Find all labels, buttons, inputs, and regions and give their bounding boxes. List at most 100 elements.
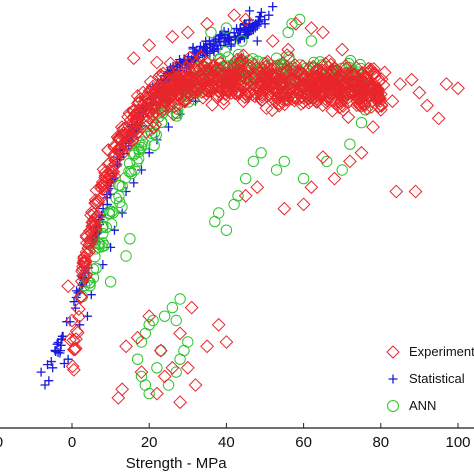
data-point-statistical-277 xyxy=(144,148,154,158)
data-point-ann-272 xyxy=(182,336,194,348)
data-point-ann-290 xyxy=(270,164,283,176)
data-point-experiment-545 xyxy=(66,333,81,348)
data-point-experiment-898 xyxy=(371,99,386,114)
legend-marker-experiment xyxy=(386,345,400,359)
data-point-experiment-802 xyxy=(234,55,249,70)
data-point-ann-278 xyxy=(143,387,155,400)
data-point-ann-301 xyxy=(305,35,318,47)
data-point-experiment-709 xyxy=(230,58,245,73)
data-point-statistical-208 xyxy=(250,23,260,33)
data-point-experiment-805 xyxy=(227,55,242,69)
data-point-experiment-819 xyxy=(318,78,333,93)
data-point-ann-281 xyxy=(124,233,136,245)
data-point-statistical-45 xyxy=(52,339,62,349)
data-point-experiment-850 xyxy=(340,86,354,101)
data-point-experiment-234 xyxy=(74,289,88,304)
data-point-ann-148 xyxy=(148,139,160,152)
data-point-experiment-853 xyxy=(351,75,366,90)
data-point-experiment-914 xyxy=(157,369,172,384)
data-point-ann-225 xyxy=(106,205,118,218)
data-point-ann-268 xyxy=(162,379,175,391)
data-point-experiment-866 xyxy=(337,85,352,100)
data-point-experiment-936 xyxy=(451,81,465,96)
data-point-ann-292 xyxy=(297,172,310,185)
data-point-experiment-714 xyxy=(349,60,364,75)
data-point-experiment-724 xyxy=(361,61,376,76)
data-point-experiment-704 xyxy=(352,98,367,113)
data-point-statistical-266 xyxy=(55,346,65,356)
data-point-experiment-804 xyxy=(333,96,348,110)
legend-label-experiment: Experiment xyxy=(409,344,474,359)
data-point-ann-237 xyxy=(97,237,109,249)
data-point-experiment-765 xyxy=(322,85,337,100)
data-point-experiment-923 xyxy=(315,150,330,165)
data-point-experiment-318 xyxy=(182,64,197,78)
data-point-experiment-798 xyxy=(254,70,269,85)
data-point-experiment-244 xyxy=(125,124,140,139)
data-point-experiment-948 xyxy=(180,25,195,40)
data-point-experiment-597 xyxy=(168,66,183,81)
data-point-experiment-915 xyxy=(173,395,187,410)
data-point-experiment-758 xyxy=(167,99,182,114)
data-point-statistical-289 xyxy=(268,2,278,12)
data-point-experiment-924 xyxy=(327,171,342,186)
data-point-experiment-847 xyxy=(220,80,234,95)
data-point-experiment-763 xyxy=(349,74,364,89)
data-point-experiment-932 xyxy=(412,85,427,100)
data-point-experiment-899 xyxy=(159,94,174,109)
data-point-experiment-903 xyxy=(153,343,168,358)
data-point-experiment-876 xyxy=(203,61,218,76)
data-point-statistical-286 xyxy=(260,19,270,29)
data-point-experiment-632 xyxy=(190,56,205,70)
data-point-experiment-716 xyxy=(88,218,103,233)
data-point-experiment-253 xyxy=(130,96,145,111)
data-point-experiment-862 xyxy=(283,73,298,87)
data-point-ann-247 xyxy=(119,172,132,184)
data-point-experiment-656 xyxy=(179,61,194,76)
data-point-experiment-516 xyxy=(310,94,325,109)
data-point-experiment-910 xyxy=(219,335,234,349)
data-point-experiment-912 xyxy=(115,382,130,397)
data-point-ann-296 xyxy=(355,117,368,129)
data-point-experiment-937 xyxy=(389,184,404,199)
legend: Experiment Statistical ANN xyxy=(386,344,474,413)
data-point-experiment-509 xyxy=(358,72,373,87)
data-point-experiment-929 xyxy=(385,94,400,109)
data-point-experiment-907 xyxy=(188,378,203,392)
x-tick-label-2: 20 xyxy=(141,434,158,451)
data-point-experiment-784 xyxy=(325,103,340,118)
data-point-experiment-690 xyxy=(175,80,190,94)
x-tick-label-1: 0 xyxy=(68,434,76,451)
data-point-experiment-728 xyxy=(360,101,374,116)
data-point-experiment-811 xyxy=(224,85,239,100)
data-point-experiment-947 xyxy=(200,16,215,31)
data-point-ann-288 xyxy=(247,155,260,168)
data-point-experiment-888 xyxy=(102,156,117,171)
data-point-statistical-231 xyxy=(98,204,108,214)
data-point-statistical-265 xyxy=(63,354,73,364)
data-point-experiment-769 xyxy=(346,67,361,82)
data-point-experiment-774 xyxy=(236,48,251,63)
data-point-experiment-754 xyxy=(130,115,145,130)
data-point-experiment-946 xyxy=(238,12,253,27)
data-point-experiment-452 xyxy=(143,104,158,118)
data-point-experiment-858 xyxy=(66,342,81,357)
data-point-experiment-504 xyxy=(99,178,113,193)
plot-frame xyxy=(0,427,474,429)
data-point-experiment-787 xyxy=(274,74,289,89)
data-point-experiment-707 xyxy=(204,84,219,99)
data-point-experiment-760 xyxy=(326,85,341,99)
data-point-experiment-835 xyxy=(353,84,368,99)
data-point-ann-295 xyxy=(344,138,356,150)
x-tick-label-5: 80 xyxy=(372,434,389,451)
data-point-ann-304 xyxy=(205,26,217,39)
data-point-experiment-938 xyxy=(408,184,423,199)
data-point-experiment-327 xyxy=(272,98,286,113)
data-point-ann-289 xyxy=(255,147,267,159)
data-point-experiment-883 xyxy=(270,59,285,74)
data-point-statistical-234 xyxy=(244,19,254,29)
data-point-experiment-841 xyxy=(78,270,92,285)
data-point-experiment-577 xyxy=(146,120,161,135)
data-point-experiment-863 xyxy=(89,196,104,211)
